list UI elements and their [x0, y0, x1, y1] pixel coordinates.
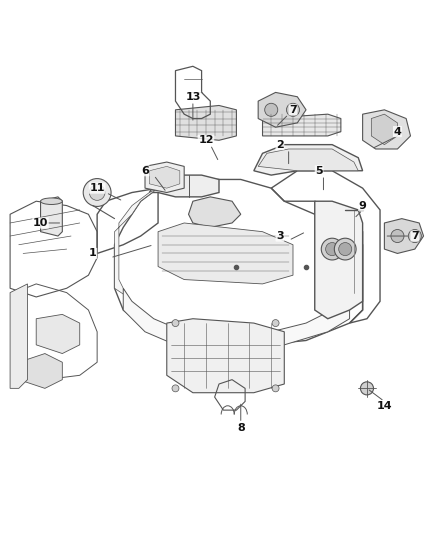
Text: 12: 12 [198, 135, 214, 146]
Circle shape [321, 238, 343, 260]
Text: 2: 2 [276, 140, 284, 150]
Polygon shape [176, 106, 237, 140]
Circle shape [172, 320, 179, 327]
Polygon shape [254, 144, 363, 175]
Polygon shape [262, 114, 341, 136]
Ellipse shape [41, 198, 62, 205]
Polygon shape [149, 175, 219, 197]
Text: 6: 6 [141, 166, 149, 176]
Circle shape [360, 382, 374, 395]
Text: 8: 8 [237, 423, 245, 433]
Circle shape [408, 230, 421, 243]
Text: 14: 14 [377, 401, 392, 411]
Text: 7: 7 [411, 231, 419, 241]
Polygon shape [145, 162, 184, 192]
Text: 4: 4 [393, 126, 401, 136]
Polygon shape [10, 284, 28, 389]
Circle shape [339, 243, 352, 256]
Polygon shape [258, 92, 306, 127]
Circle shape [272, 320, 279, 327]
Text: 3: 3 [276, 231, 284, 241]
Circle shape [334, 238, 356, 260]
Circle shape [172, 385, 179, 392]
Text: 10: 10 [33, 218, 48, 228]
Polygon shape [315, 201, 363, 319]
Polygon shape [149, 166, 180, 188]
Polygon shape [167, 319, 284, 393]
Circle shape [272, 385, 279, 392]
Polygon shape [123, 288, 350, 349]
Circle shape [89, 184, 105, 200]
Text: 11: 11 [89, 183, 105, 193]
Circle shape [265, 103, 278, 116]
Text: 5: 5 [315, 166, 323, 176]
Polygon shape [115, 188, 158, 297]
Text: 9: 9 [359, 200, 367, 211]
Polygon shape [188, 197, 241, 228]
Text: 13: 13 [185, 92, 201, 102]
Polygon shape [363, 110, 410, 149]
Text: 1: 1 [89, 248, 97, 259]
Polygon shape [158, 223, 293, 284]
Polygon shape [258, 149, 358, 171]
Polygon shape [41, 197, 62, 236]
Text: 7: 7 [289, 105, 297, 115]
Circle shape [391, 230, 404, 243]
Polygon shape [19, 353, 62, 389]
Circle shape [325, 243, 339, 256]
Circle shape [83, 179, 111, 206]
Polygon shape [371, 114, 397, 144]
Circle shape [286, 103, 300, 116]
Polygon shape [385, 219, 424, 254]
Polygon shape [36, 314, 80, 353]
